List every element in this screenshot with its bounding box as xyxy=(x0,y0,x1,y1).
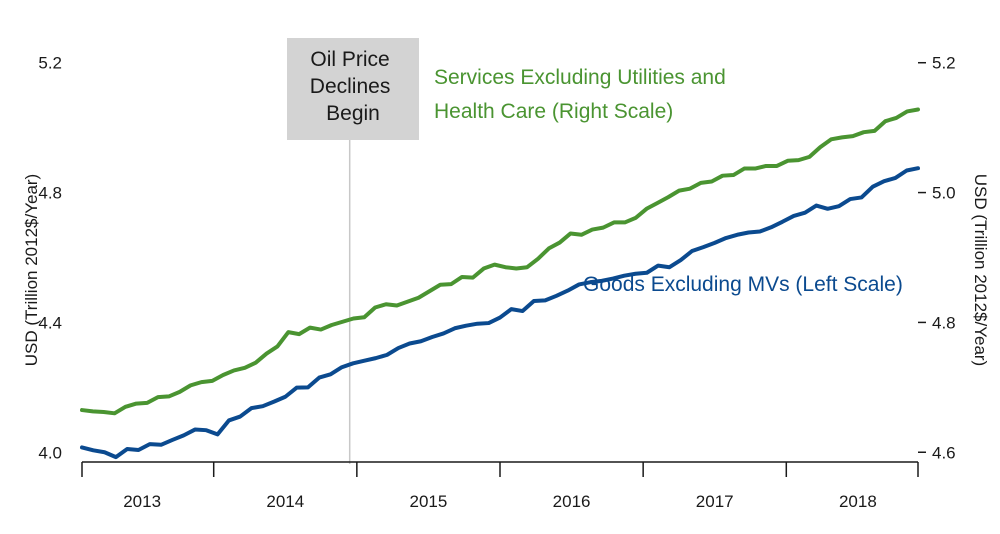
series-lines xyxy=(80,107,920,460)
annotation-text: Oil Price Declines Begin xyxy=(310,48,396,125)
x-tick-label: 2014 xyxy=(266,492,304,511)
annotation-text-line: Declines xyxy=(310,75,391,98)
x-axis-ticks: 2013 2014 2015 2016 2017 2018 xyxy=(81,462,919,511)
left-tick-label: 4.4 xyxy=(38,313,62,332)
x-tick-label: 2013 xyxy=(123,492,161,511)
x-tick-label: 2015 xyxy=(410,492,448,511)
goods-series-label-line: Goods Excluding MVs (Left Scale) xyxy=(583,273,903,296)
right-axis-title: USD (Trillion 2012$/Year) xyxy=(971,174,990,366)
right-tick-label: 4.8 xyxy=(932,313,956,332)
services-series-label-line: Health Care (Right Scale) xyxy=(434,100,673,123)
left-axis-ticks: 4.0 4.4 4.8 5.2 xyxy=(38,54,62,463)
left-tick-label: 5.2 xyxy=(38,54,62,73)
services-series-label: Services Excluding Utilities and Health … xyxy=(434,66,732,123)
services-series-label-line: Services Excluding Utilities and xyxy=(434,66,726,89)
x-tick-label: 2018 xyxy=(839,492,877,511)
series-labels: Services Excluding Utilities and Health … xyxy=(434,66,903,296)
axes: 2013 2014 2015 2016 2017 2018 4.0 4.4 4.8 5.2 4.… xyxy=(22,54,990,511)
goods-series-label: Goods Excluding MVs (Left Scale) xyxy=(583,273,903,296)
x-tick-label: 2016 xyxy=(553,492,591,511)
annotation-text-line: Oil Price xyxy=(310,48,389,71)
right-tick-label: 5.0 xyxy=(932,184,956,203)
annotation: Oil Price Declines Begin xyxy=(287,38,419,464)
right-axis-ticks: 4.6 4.8 5.0 5.2 xyxy=(918,54,956,462)
right-tick-label: 4.6 xyxy=(932,443,956,462)
annotation-box xyxy=(287,38,419,140)
annotation-text-line: Begin xyxy=(326,102,380,125)
left-axis-title: USD (Trillion 2012$/Year) xyxy=(22,174,41,366)
left-tick-label: 4.0 xyxy=(38,443,62,462)
x-tick-label: 2017 xyxy=(696,492,734,511)
right-tick-label: 5.2 xyxy=(932,54,956,73)
goods-series-line xyxy=(80,166,920,460)
services-series-line xyxy=(80,107,920,416)
left-tick-label: 4.8 xyxy=(38,184,62,203)
